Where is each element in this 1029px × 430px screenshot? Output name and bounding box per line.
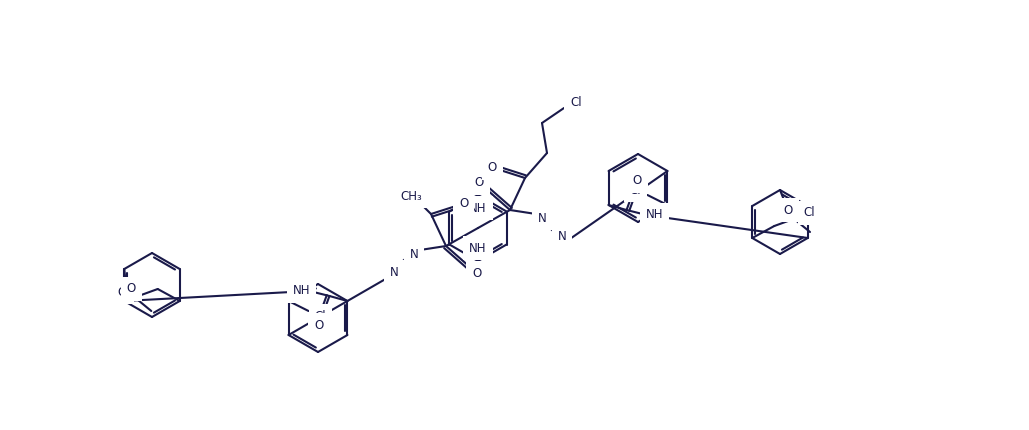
Text: N: N	[390, 265, 398, 279]
Text: NH: NH	[292, 285, 310, 298]
Text: Cl: Cl	[630, 184, 641, 197]
Text: O: O	[314, 319, 323, 332]
Text: Cl: Cl	[315, 310, 326, 322]
Text: O: O	[127, 283, 136, 295]
Text: O: O	[474, 176, 484, 189]
Text: Cl: Cl	[570, 96, 581, 110]
Text: O: O	[472, 267, 482, 280]
Text: NH: NH	[646, 209, 664, 221]
Text: O: O	[488, 161, 497, 174]
Text: N: N	[410, 248, 419, 261]
Text: NH: NH	[469, 242, 487, 255]
Text: N: N	[537, 212, 546, 224]
Text: Cl: Cl	[117, 286, 129, 298]
Text: O: O	[783, 203, 792, 216]
Text: O: O	[633, 174, 642, 187]
Text: NH: NH	[469, 202, 487, 215]
Text: Cl: Cl	[804, 206, 815, 219]
Text: CH₃: CH₃	[400, 190, 422, 203]
Text: O: O	[459, 197, 468, 210]
Text: N: N	[558, 230, 566, 243]
